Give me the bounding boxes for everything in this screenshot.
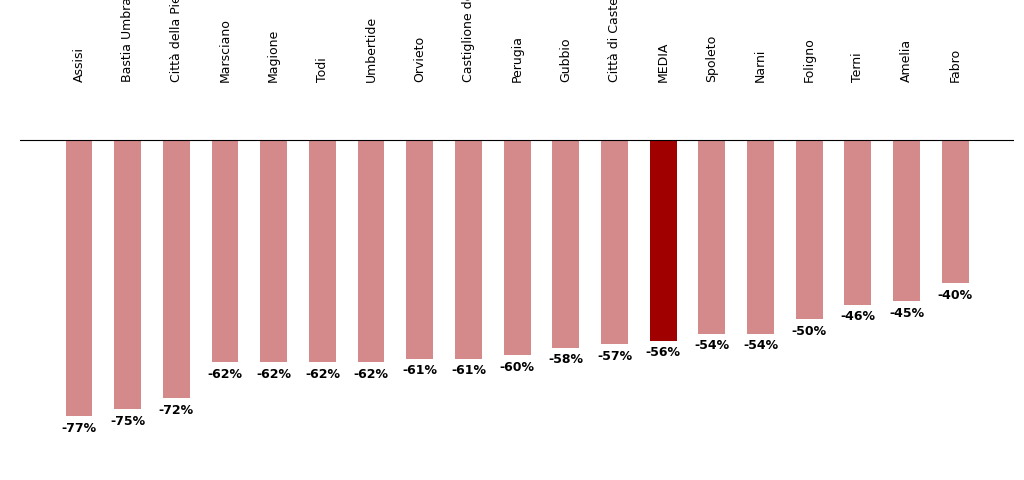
Bar (407, 140, 433, 359)
Bar (748, 140, 774, 334)
Bar (357, 140, 384, 363)
Bar (115, 140, 141, 409)
Text: -58%: -58% (548, 353, 584, 366)
Text: -40%: -40% (938, 288, 973, 301)
Text: -60%: -60% (500, 360, 535, 373)
Text: -77%: -77% (61, 421, 96, 434)
Bar (504, 140, 530, 356)
Bar (212, 140, 239, 363)
Text: -46%: -46% (841, 310, 876, 323)
Text: -62%: -62% (305, 367, 340, 380)
Text: -45%: -45% (889, 306, 924, 319)
Text: -61%: -61% (451, 363, 486, 376)
Bar (942, 140, 969, 284)
Bar (650, 140, 677, 341)
Bar (601, 140, 628, 345)
Text: -62%: -62% (353, 367, 388, 380)
Text: -62%: -62% (208, 367, 243, 380)
Text: -72%: -72% (159, 403, 194, 416)
Bar (260, 140, 287, 363)
Bar (698, 140, 725, 334)
Bar (309, 140, 336, 363)
Bar (163, 140, 189, 398)
Bar (796, 140, 822, 320)
Text: -56%: -56% (646, 346, 681, 359)
Bar (455, 140, 482, 359)
Text: -62%: -62% (256, 367, 291, 380)
Bar (893, 140, 920, 302)
Text: -75%: -75% (111, 414, 145, 427)
Bar (845, 140, 871, 305)
Text: -57%: -57% (597, 349, 632, 362)
Bar (66, 140, 92, 417)
Text: -61%: -61% (402, 363, 437, 376)
Text: -54%: -54% (743, 338, 778, 351)
Text: -54%: -54% (694, 338, 729, 351)
Text: -50%: -50% (792, 324, 826, 337)
Bar (552, 140, 580, 348)
